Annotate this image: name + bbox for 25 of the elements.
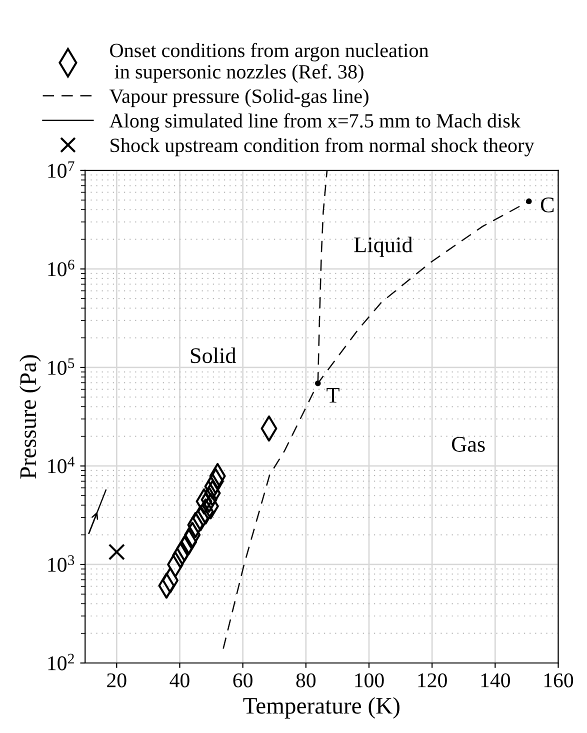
x-axis-title: Temperature (K) — [243, 697, 400, 719]
y-axis-title: Pressure (Pa) — [19, 355, 41, 479]
x-tick-label: 120 — [418, 673, 447, 688]
y-tick-label: 10$^{6}$ — [48, 260, 74, 276]
x-tick-label: 100 — [355, 673, 384, 688]
y-tick-label: 10$^{2}$ — [48, 654, 74, 670]
x-tick-label: 40 — [170, 673, 190, 688]
annotation: Liquid — [354, 236, 413, 257]
legend-label: Along simulated line from x=7.5 mm to Mach disk — [109, 113, 521, 132]
x-tick-label: 160 — [544, 673, 574, 688]
x-tick-label: 140 — [481, 673, 510, 688]
y-tick-label: 10$^{7}$ — [48, 161, 74, 178]
x-tick-label: 60 — [233, 673, 252, 688]
y-tick-label: 10$^{4}$ — [48, 456, 74, 474]
y-tick-label: 10$^{5}$ — [48, 358, 74, 375]
legend-label: Shock upstream condition from normal shock theory — [110, 138, 534, 156]
annotation: T — [326, 388, 340, 403]
y-tick-label: 10$^{3}$ — [48, 555, 74, 572]
annotation: Gas — [452, 436, 485, 452]
legend-label: Vapour pressure (Solid-gas line) — [109, 88, 368, 108]
annotation: C — [540, 197, 554, 212]
x-tick-label: 80 — [296, 673, 316, 688]
annotation: Solid — [190, 348, 236, 364]
legend-label: Onset conditions from argon nucleation in supersonic nozzles (Ref. 38) — [110, 42, 429, 83]
x-tick-label: 20 — [107, 673, 126, 688]
